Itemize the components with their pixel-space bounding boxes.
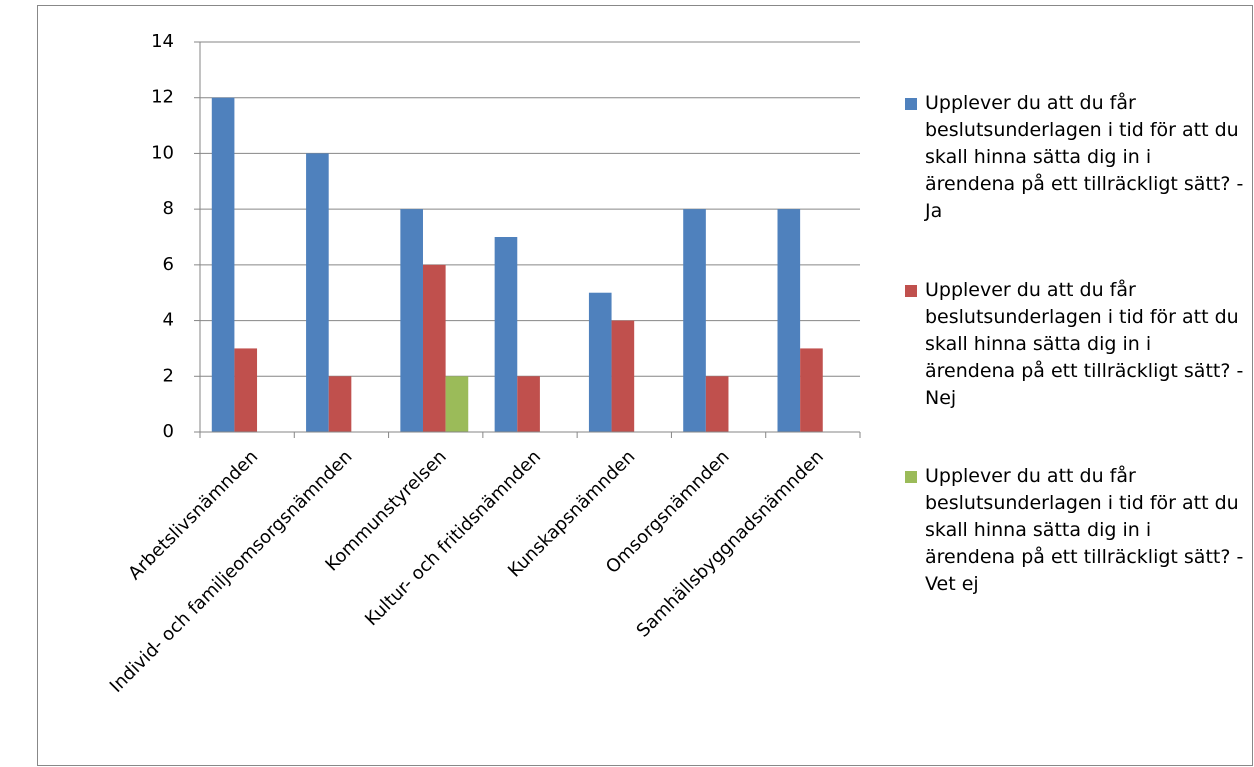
bar bbox=[328, 376, 352, 432]
legend-label: Upplever du att du får beslutsunderlagen… bbox=[925, 465, 1244, 595]
bar bbox=[234, 348, 258, 432]
bar bbox=[588, 292, 612, 432]
legend-label: Upplever du att du får beslutsunderlagen… bbox=[925, 279, 1244, 409]
x-tick-label: Kultur- och fritidsnämnden bbox=[361, 446, 545, 630]
y-tick-label: 8 bbox=[163, 198, 174, 219]
legend-swatch bbox=[905, 285, 917, 297]
legend-entry: Upplever du att du får beslutsunderlagen… bbox=[905, 90, 1245, 225]
legend-entry: Upplever du att du får beslutsunderlagen… bbox=[905, 463, 1245, 598]
legend-entry: Upplever du att du får beslutsunderlagen… bbox=[905, 277, 1245, 412]
y-tick-label: 12 bbox=[151, 87, 174, 108]
y-tick-label: 10 bbox=[151, 142, 174, 163]
y-tick-label: 2 bbox=[163, 365, 174, 386]
legend-label: Upplever du att du får beslutsunderlagen… bbox=[925, 92, 1244, 222]
bar bbox=[683, 209, 706, 432]
bar bbox=[800, 348, 823, 432]
legend-swatch bbox=[905, 471, 917, 483]
bar bbox=[517, 376, 540, 432]
bar bbox=[422, 264, 446, 432]
bar bbox=[400, 209, 423, 432]
bar bbox=[611, 320, 635, 432]
y-tick-label: 0 bbox=[163, 421, 174, 442]
y-tick-label: 14 bbox=[151, 31, 174, 52]
bar bbox=[705, 376, 729, 432]
bar bbox=[777, 209, 801, 432]
y-tick-label: 4 bbox=[163, 310, 174, 331]
bar bbox=[211, 97, 235, 432]
x-tick-label: Samhällsbyggnadsnämnden bbox=[633, 446, 828, 641]
bar bbox=[306, 153, 329, 432]
legend-swatch bbox=[905, 98, 917, 110]
chart-border bbox=[37, 5, 1253, 766]
bar bbox=[445, 376, 469, 432]
bar bbox=[494, 237, 518, 432]
y-tick-label: 6 bbox=[163, 254, 174, 275]
